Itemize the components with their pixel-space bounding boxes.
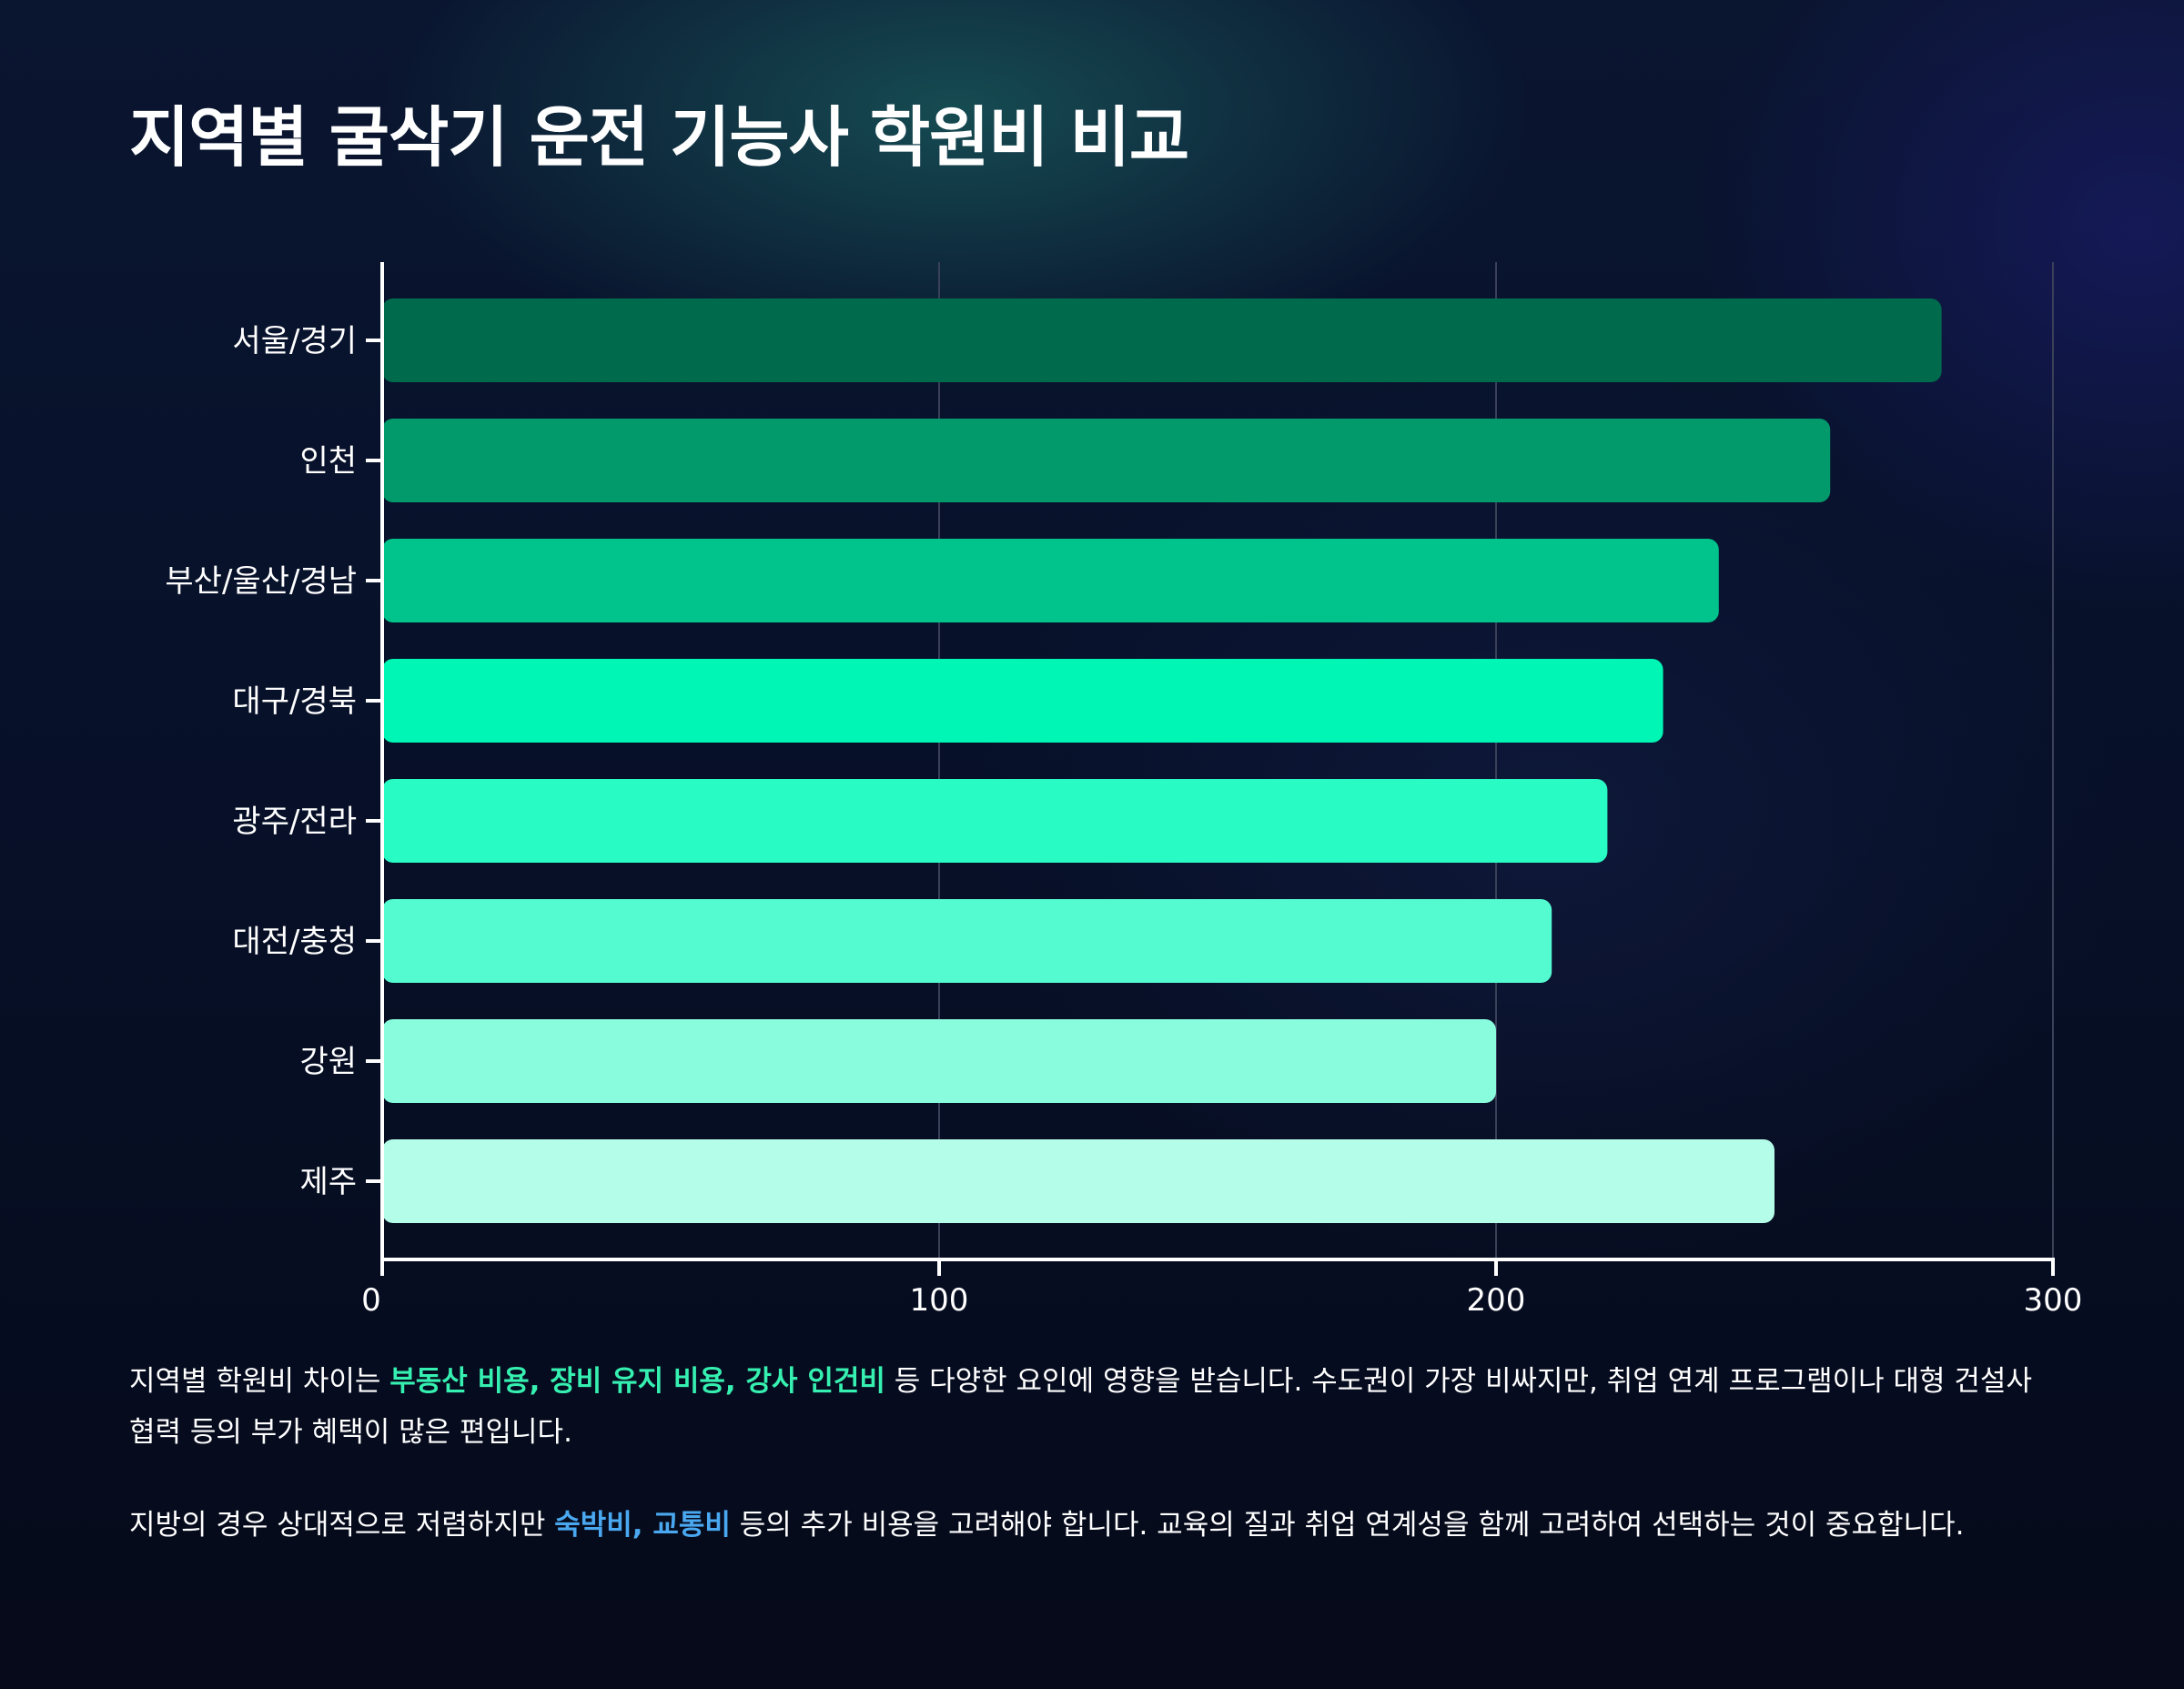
note-paragraph-1: 지역별 학원비 차이는 부동산 비용, 장비 유지 비용, 강사 인건비 등 다…: [129, 1356, 2058, 1458]
chart-bars: [382, 298, 1942, 1223]
x-tick-label-0: 0: [361, 1282, 381, 1319]
x-tick-label-200: 200: [1467, 1282, 1526, 1319]
category-label-7: 제주: [299, 1164, 357, 1200]
bar-6: [382, 1019, 1496, 1103]
note-1-text-start: 지역별 학원비 차이는: [129, 1365, 390, 1398]
category-label-6: 강원: [299, 1044, 357, 1080]
note-paragraph-2: 지방의 경우 상대적으로 저렴하지만 숙박비, 교통비 등의 추가 비용을 고려…: [129, 1500, 2058, 1551]
note-2-text-end: 등의 추가 비용을 고려해야 합니다. 교육의 질과 취업 연계성을 함께 고려…: [730, 1509, 1965, 1542]
category-label-2: 부산/울산/경남: [165, 563, 357, 600]
bar-2: [382, 539, 1719, 622]
category-label-4: 광주/전라: [232, 804, 357, 840]
note-2-text-start: 지방의 경우 상대적으로 저렴하지만: [129, 1509, 555, 1542]
bar-1: [382, 419, 1831, 502]
chart-notes: 지역별 학원비 차이는 부동산 비용, 장비 유지 비용, 강사 인건비 등 다…: [129, 1356, 2058, 1593]
note-1-highlight: 부동산 비용, 장비 유지 비용, 강사 인건비: [389, 1365, 885, 1398]
category-label-3: 대구/경북: [232, 683, 357, 720]
bar-0: [382, 298, 1942, 382]
page-title: 지역별 굴삭기 운전 기능사 학원비 비교: [129, 99, 1189, 176]
category-label-0: 서울/경기: [232, 323, 357, 359]
note-2-highlight: 숙박비, 교통비: [554, 1509, 731, 1542]
note-1-text-end: 등 다양한 요인에 영향을 받습니다. 수도권이 가장 비싸지만, 취업 연계 …: [129, 1365, 2032, 1449]
x-tick-label-300: 300: [2024, 1282, 2083, 1319]
chart-gridlines: [938, 262, 2054, 1259]
category-label-5: 대전/충청: [232, 924, 357, 960]
category-label-1: 인천: [299, 443, 357, 480]
chart-axes: [366, 262, 2055, 1276]
bar-4: [382, 779, 1608, 863]
bar-3: [382, 659, 1663, 743]
bar-5: [382, 899, 1552, 983]
bar-7: [382, 1139, 1774, 1223]
x-tick-label-100: 100: [910, 1282, 969, 1319]
